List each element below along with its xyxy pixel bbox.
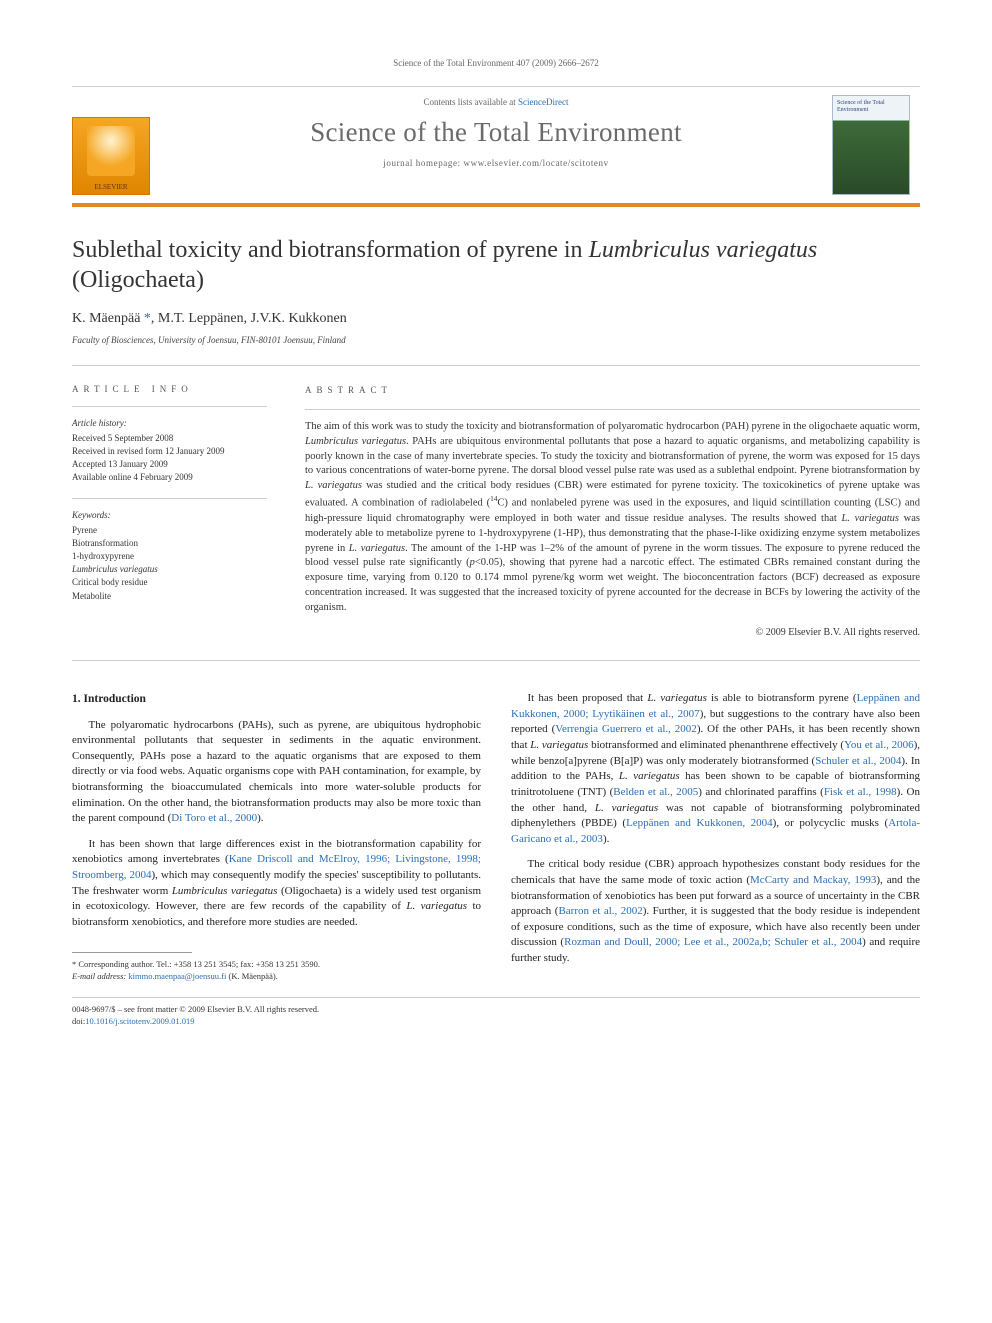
rule-abstract [305, 409, 920, 410]
journal-name: Science of the Total Environment [160, 117, 832, 148]
keywords-label: Keywords: [72, 509, 267, 522]
article-info-label: article info [72, 384, 267, 394]
cover-thumb-slot: Science of the Total Environment [832, 87, 920, 203]
intro-heading: 1. Introduction [72, 691, 481, 707]
footer-doi: doi:10.1016/j.scitotenv.2009.01.019 [72, 1016, 920, 1028]
body-columns: 1. Introduction The polyaromatic hydroca… [72, 691, 920, 983]
email-owner: (K. Mäenpää). [228, 971, 277, 981]
keyword: Pyrene [72, 524, 267, 537]
keyword: Biotransformation [72, 537, 267, 550]
article-title: Sublethal toxicity and biotransformation… [72, 235, 920, 295]
email-link[interactable]: kimmo.maenpaa@joensuu.fi [128, 971, 226, 981]
body-paragraph: The critical body residue (CBR) approach… [511, 857, 920, 966]
history-block: Article history: Received 5 September 20… [72, 417, 267, 484]
masthead: ELSEVIER Contents lists available at Sci… [72, 86, 920, 207]
rule-bottom [72, 660, 920, 661]
rule-top [72, 365, 920, 366]
contents-line: Contents lists available at ScienceDirec… [160, 97, 832, 107]
abstract-label: abstract [305, 384, 920, 397]
history-line: Received 5 September 2008 [72, 432, 267, 445]
keyword: 1-hydroxypyrene [72, 550, 267, 563]
homepage-prefix: journal homepage: [383, 158, 463, 168]
footnotes: * Corresponding author. Tel.: +358 13 25… [72, 959, 481, 983]
running-head: Science of the Total Environment 407 (20… [72, 58, 920, 68]
journal-cover-thumb: Science of the Total Environment [832, 95, 910, 195]
history-label: Article history: [72, 417, 267, 430]
body-paragraph: It has been shown that large differences… [72, 837, 481, 931]
publisher-logo-slot: ELSEVIER [72, 87, 160, 203]
keywords-block: Keywords: PyreneBiotransformation1-hydro… [72, 509, 267, 602]
corr-author-note: * Corresponding author. Tel.: +358 13 25… [72, 959, 481, 971]
copyright-line: © 2009 Elsevier B.V. All rights reserved… [305, 626, 920, 640]
doi-link[interactable]: 10.1016/j.scitotenv.2009.01.019 [85, 1016, 194, 1026]
star-icon: * [72, 959, 76, 969]
email-label: E-mail address: [72, 971, 126, 981]
abstract-text: The aim of this work was to study the to… [305, 420, 920, 616]
homepage-url[interactable]: www.elsevier.com/locate/scitotenv [464, 158, 609, 168]
footnote-separator [72, 952, 192, 953]
doi-label: doi: [72, 1016, 85, 1026]
homepage-line: journal homepage: www.elsevier.com/locat… [160, 158, 832, 168]
corr-text: Corresponding author. Tel.: +358 13 251 … [78, 959, 320, 969]
rule-info [72, 406, 267, 407]
meta-row: article info Article history: Received 5… [72, 384, 920, 640]
masthead-center: Contents lists available at ScienceDirec… [160, 87, 832, 203]
body-paragraph: The polyaromatic hydrocarbons (PAHs), su… [72, 718, 481, 827]
publisher-logo-label: ELSEVIER [94, 183, 127, 191]
abstract-column: abstract The aim of this work was to stu… [305, 384, 920, 640]
keyword: Metabolite [72, 590, 267, 603]
cover-thumb-label: Science of the Total Environment [837, 100, 905, 113]
contents-prefix: Contents lists available at [424, 97, 518, 107]
sciencedirect-link[interactable]: ScienceDirect [518, 97, 568, 107]
keyword: Critical body residue [72, 576, 267, 589]
footer-block: 0048-9697/$ – see front matter © 2009 El… [72, 1004, 920, 1028]
affiliation: Faculty of Biosciences, University of Jo… [72, 335, 920, 345]
rule-kw [72, 498, 267, 499]
history-line: Available online 4 February 2009 [72, 471, 267, 484]
elsevier-logo: ELSEVIER [72, 117, 150, 195]
history-line: Accepted 13 January 2009 [72, 458, 267, 471]
email-line: E-mail address: kimmo.maenpaa@joensuu.fi… [72, 971, 481, 983]
author-list: K. Mäenpää *, M.T. Leppänen, J.V.K. Kukk… [72, 311, 920, 327]
keyword: Lumbriculus variegatus [72, 563, 267, 576]
article-info-column: article info Article history: Received 5… [72, 384, 267, 640]
body-paragraph: It has been proposed that L. variegatus … [511, 691, 920, 847]
history-line: Received in revised form 12 January 2009 [72, 445, 267, 458]
footer-line1: 0048-9697/$ – see front matter © 2009 El… [72, 1004, 920, 1016]
footer-separator [72, 997, 920, 998]
